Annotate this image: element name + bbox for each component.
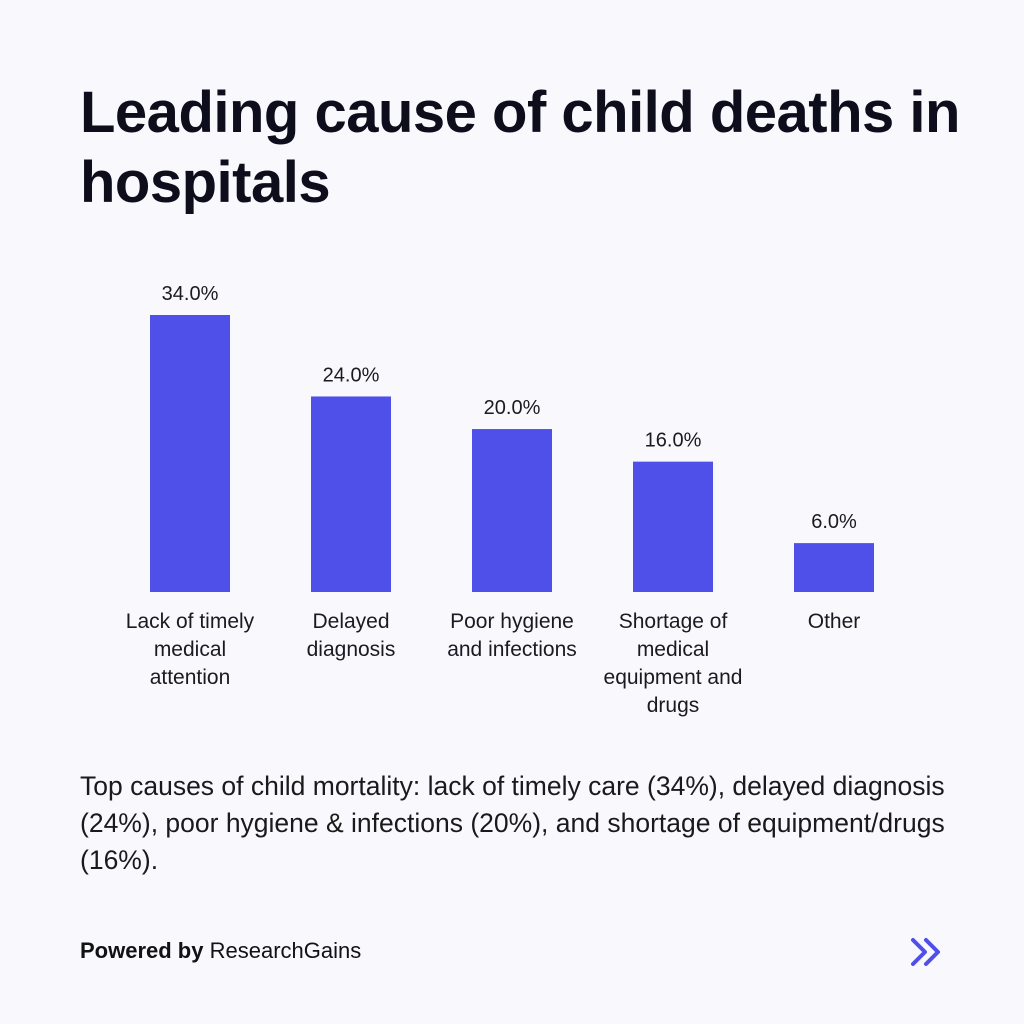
value-label-3: 20.0% <box>484 397 541 419</box>
next-button[interactable] <box>904 932 948 972</box>
bar-5 <box>794 543 874 592</box>
double-chevron-right-icon <box>911 938 940 966</box>
category-label-2: Delayed diagnosis <box>307 610 396 661</box>
category-label-4: Shortage of medical equipment and drugs <box>604 610 743 717</box>
category-label-5: Other <box>808 610 861 633</box>
bar-1 <box>150 315 230 592</box>
value-label-1: 34.0% <box>162 283 219 305</box>
footer: Powered by ResearchGains <box>80 938 361 964</box>
value-label-4: 16.0% <box>645 430 702 452</box>
powered-by-label: Powered by <box>80 938 204 963</box>
bar-chart: 34.0% Lack of timely medical attention 24.0%… <box>126 283 874 717</box>
category-label-1: Lack of timely medical attention <box>126 610 255 689</box>
chart-summary: Top causes of child mortality: lack of t… <box>80 771 945 875</box>
category-label-3: Poor hygiene and infections <box>447 610 577 661</box>
value-label-5: 6.0% <box>811 511 857 533</box>
brand-name: ResearchGains <box>209 938 362 963</box>
bar-4 <box>633 461 713 592</box>
bar-2 <box>311 396 391 592</box>
chart-title: Leading cause of child deaths in hospita… <box>80 80 960 215</box>
value-label-2: 24.0% <box>323 364 380 386</box>
bar-3 <box>472 429 552 592</box>
